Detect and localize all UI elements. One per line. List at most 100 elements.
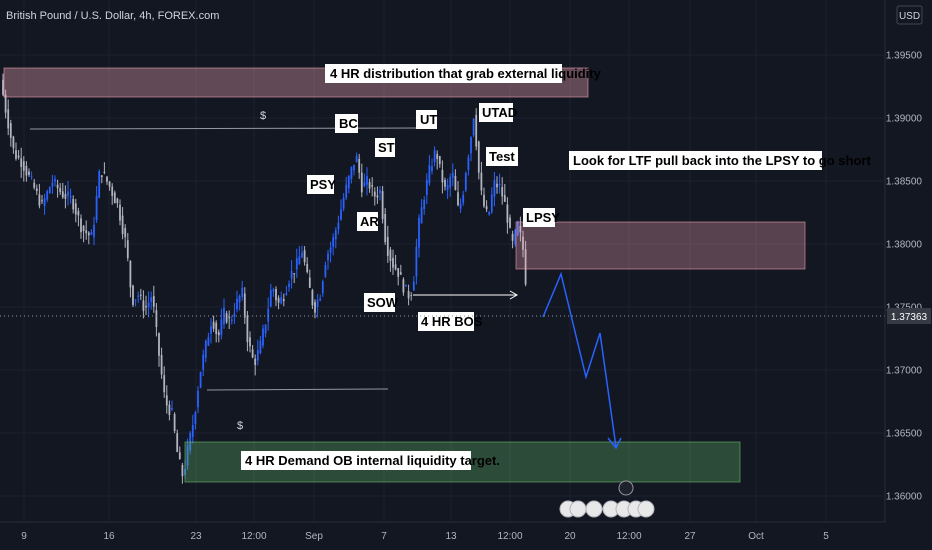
candle: [431, 158, 433, 175]
current-price-badge: 1.37363: [887, 308, 931, 324]
candle: [350, 166, 353, 184]
candle: [74, 198, 77, 223]
candle: [9, 119, 12, 147]
candle: [69, 188, 72, 204]
svg-text:AR: AR: [360, 214, 379, 229]
candle: [121, 207, 124, 240]
time-tick-label: 16: [103, 531, 115, 542]
label-bc: BC: [335, 114, 358, 133]
candle: [410, 291, 413, 301]
usd-button[interactable]: USD: [896, 5, 923, 25]
candle: [20, 147, 23, 178]
candle: [254, 354, 257, 376]
candle: [457, 181, 459, 207]
candle: [275, 286, 277, 307]
candle: [324, 261, 327, 278]
candle: [412, 276, 415, 291]
candle: [311, 288, 314, 310]
candle: [420, 199, 423, 224]
candle: [137, 291, 140, 304]
candle: [155, 303, 158, 337]
candle: [199, 371, 202, 389]
candle: [259, 335, 262, 355]
candle: [342, 193, 345, 212]
candle: [61, 182, 64, 199]
candle: [516, 220, 519, 237]
candle: [147, 291, 150, 318]
candle: [451, 163, 454, 187]
time-axis[interactable]: 9 16 23 12:00 Sep 7 13 12:00 20 12:00 27 Oct 5: [21, 531, 829, 542]
candle: [82, 224, 85, 243]
candle: [264, 324, 267, 338]
svg-text:4 HR Demand OB internal liquid: 4 HR Demand OB internal liquidity target…: [245, 453, 500, 468]
candle: [332, 233, 335, 256]
candle: [54, 175, 56, 187]
candle: [334, 227, 337, 249]
candle: [171, 400, 173, 412]
candle: [12, 135, 15, 154]
candle: [238, 294, 241, 311]
candle: [438, 155, 441, 168]
candle: [251, 345, 254, 359]
candle: [150, 291, 153, 310]
economic-events[interactable]: [559, 480, 655, 518]
candle: [35, 184, 38, 195]
event-flag-icon: [569, 500, 587, 518]
candle: [111, 183, 114, 205]
candle: [308, 269, 311, 288]
candle: [256, 339, 259, 366]
candle: [295, 248, 298, 278]
candle: [282, 293, 285, 307]
label-lpsy: LPSY: [523, 208, 560, 227]
candle: [381, 186, 384, 224]
candle: [389, 246, 392, 272]
svg-text:PSY: PSY: [310, 177, 336, 192]
price-tick-label: 1.37000: [886, 366, 923, 377]
candle: [347, 174, 350, 194]
candle: [405, 284, 407, 287]
candle: [277, 295, 280, 310]
candle: [194, 410, 197, 430]
price-axis-bg: [885, 0, 932, 550]
candle: [30, 171, 33, 180]
candle: [399, 264, 402, 275]
candle: [360, 163, 363, 198]
time-tick-label: 23: [190, 531, 202, 542]
candle: [436, 150, 439, 170]
candle: [124, 224, 127, 248]
event-flag-icon: [585, 500, 603, 518]
candle: [119, 199, 121, 226]
candle: [306, 257, 309, 274]
candle: [475, 108, 478, 151]
time-tick-label: 12:00: [616, 531, 641, 542]
time-tick-label: 20: [564, 531, 576, 542]
candlestick-series: [2, 73, 527, 484]
candle: [228, 310, 231, 330]
candle: [165, 385, 168, 414]
candle: [173, 412, 176, 434]
svg-text:4 HR distribution that grab ex: 4 HR distribution that grab external liq…: [330, 66, 602, 81]
candle: [160, 347, 163, 379]
candle: [236, 290, 238, 313]
svg-text:1.37363: 1.37363: [891, 312, 928, 323]
price-tick-label: 1.36000: [886, 492, 923, 503]
label-bos: 4 HR BOS: [418, 312, 483, 331]
price-tick-label: 1.39500: [886, 51, 923, 62]
candle: [415, 238, 418, 285]
candle: [197, 386, 199, 414]
candle: [363, 173, 366, 188]
candle: [168, 400, 171, 421]
candle: [132, 284, 134, 308]
candle: [38, 183, 41, 209]
candle: [319, 294, 322, 302]
candle: [77, 207, 80, 227]
candle: [371, 177, 374, 197]
candle: [249, 331, 251, 353]
candle: [285, 286, 288, 296]
candle: [212, 315, 215, 332]
candle: [483, 187, 485, 208]
candle: [85, 220, 88, 240]
candle: [230, 315, 233, 325]
candle: [345, 176, 348, 201]
